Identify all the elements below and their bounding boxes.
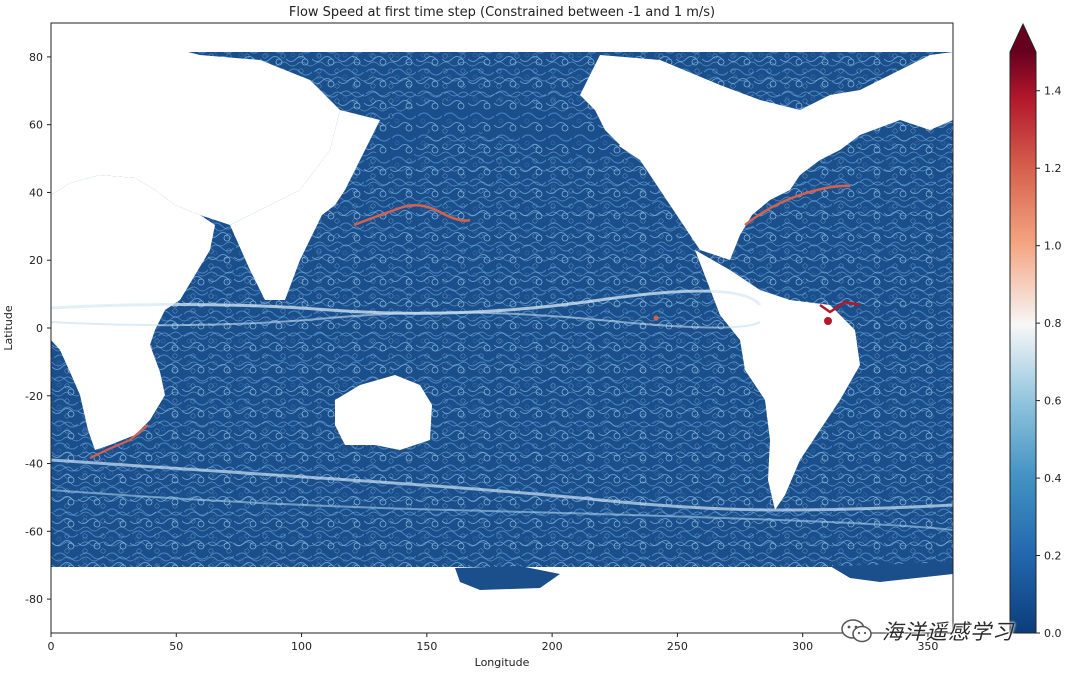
equatorial-band-south [51,311,761,329]
equatorial-hotspot [653,315,659,321]
north-america-land [580,52,953,260]
x-axis-label: Longitude [475,656,530,669]
colorbar-tick-label: 1.4 [1044,85,1062,98]
x-tick-label: 100 [291,640,312,653]
weddell-sea-ocean [830,562,953,582]
amazon-hotspot [824,317,832,325]
colorbar-tick-label: 0.2 [1044,550,1062,563]
x-tick-label: 200 [542,640,563,653]
colorbar-extend-arrow [1010,24,1036,52]
colorbar-tick-label: 0.8 [1044,317,1062,330]
x-tick-label: 300 [792,640,813,653]
colorbar-tick-label: 1.0 [1044,240,1062,253]
colorbar-tick-label: 0.4 [1044,472,1062,485]
x-axis: 0 50 100 150 200 250 300 350 [48,633,938,653]
x-tick-label: 0 [48,640,55,653]
eurasia-land [51,35,340,225]
sea-of-japan-ocean [375,110,430,165]
chart-title: Flow Speed at first time step (Constrain… [289,5,715,20]
colorbar: 0.0 0.2 0.4 0.6 0.8 1.0 1.2 1.4 [1009,22,1062,640]
colorbar-tick-label: 0.0 [1044,627,1062,640]
watermark-text: 海洋遥感学习 [882,620,1014,644]
colorbar-gradient [1010,52,1036,633]
asia-land [230,110,380,300]
y-tick-label: 0 [36,322,43,335]
y-tick-label: -40 [25,458,43,471]
x-tick-label: 250 [667,640,688,653]
circumpolar-current-south [51,489,953,531]
x-tick-label: 350 [917,640,938,653]
wechat-icon [841,619,872,643]
y-axis: -80 -60 -40 -20 0 20 40 60 80 [25,51,51,606]
circumpolar-current [51,458,953,512]
y-tick-label: -60 [25,525,43,538]
y-tick-label: 20 [29,254,43,267]
speed-map [51,23,953,590]
y-tick-label: 40 [29,186,43,199]
south-america-land [695,250,860,510]
x-tick-label: 50 [169,640,183,653]
north-brazil-current [819,300,861,314]
colorbar-tick-label: 1.2 [1044,162,1062,175]
ross-sea-ocean [455,566,560,590]
australia-land [335,375,432,450]
colorbar-ticks: 0.0 0.2 0.4 0.6 0.8 1.0 1.2 1.4 [1036,85,1062,640]
y-tick-label: 60 [29,119,43,132]
gulf-stream-current [744,184,851,226]
arctic-blank [51,23,953,52]
colorbar-frame [1009,22,1037,634]
y-tick-label: -20 [25,390,43,403]
y-axis-label: Latitude [2,305,15,351]
kuroshio-current [353,204,471,227]
x-tick-label: 150 [416,640,437,653]
y-tick-label: -80 [25,593,43,606]
colorbar-tick-label: 0.6 [1044,395,1062,408]
north-pacific-ocean [405,96,620,160]
y-tick-label: 80 [29,51,43,64]
agulhas-current [89,424,149,459]
watermark: 海洋遥感学习 [840,616,1014,646]
africa-land [51,175,215,450]
